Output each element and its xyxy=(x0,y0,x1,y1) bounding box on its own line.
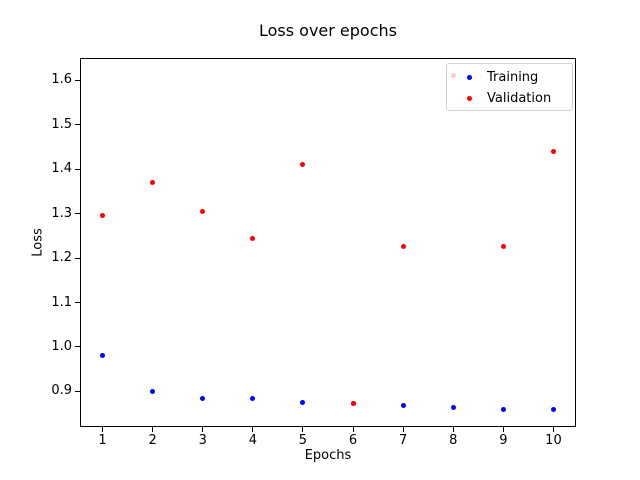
x-tick-mark xyxy=(102,427,104,432)
plot-area xyxy=(80,58,576,427)
y-tick-mark xyxy=(75,346,80,348)
data-point-training xyxy=(250,396,256,402)
x-tick-label: 8 xyxy=(449,433,458,448)
data-point-training xyxy=(400,402,406,408)
x-tick-mark xyxy=(202,427,204,432)
data-point-training xyxy=(550,406,556,412)
y-tick-mark xyxy=(75,257,80,259)
data-point-training xyxy=(150,388,156,394)
legend-item-training: Training xyxy=(447,67,572,88)
x-tick-label: 5 xyxy=(298,433,308,448)
y-tick-label: 1.5 xyxy=(51,116,72,132)
data-point-validation xyxy=(300,162,306,168)
x-tick-mark xyxy=(352,427,354,432)
x-tick-label: 4 xyxy=(248,433,257,448)
chart-title: Loss over epochs xyxy=(258,21,397,40)
data-point-validation xyxy=(500,244,506,250)
y-tick-label: 1.4 xyxy=(51,161,72,177)
y-tick-label: 1.3 xyxy=(51,205,72,221)
y-tick-mark xyxy=(75,302,80,304)
x-tick-mark xyxy=(452,427,454,432)
y-tick-label: 1.0 xyxy=(51,338,72,354)
data-point-validation xyxy=(400,244,406,250)
y-tick-mark xyxy=(75,168,80,170)
x-tick-mark xyxy=(302,427,304,432)
data-point-validation xyxy=(100,213,106,219)
data-point-validation xyxy=(250,235,256,241)
data-point-training xyxy=(100,353,106,359)
data-point-training xyxy=(450,405,456,411)
data-point-training xyxy=(200,396,206,402)
x-tick-label: 6 xyxy=(348,433,358,448)
x-tick-label: 3 xyxy=(198,433,207,448)
x-axis-label: Epochs xyxy=(304,448,352,463)
y-tick-label: 1.6 xyxy=(51,72,72,88)
x-tick-mark xyxy=(402,427,404,432)
x-tick-mark xyxy=(152,427,154,432)
x-tick-mark xyxy=(552,427,554,432)
x-tick-label: 2 xyxy=(148,433,157,448)
validation-marker-icon xyxy=(467,96,472,101)
y-tick-mark xyxy=(75,79,80,81)
data-point-training xyxy=(500,406,506,412)
data-point-validation xyxy=(200,208,206,214)
x-tick-mark xyxy=(502,427,504,432)
y-tick-mark xyxy=(75,390,80,392)
data-point-validation xyxy=(550,148,556,154)
legend-label-training: Training xyxy=(487,70,539,85)
x-tick-label: 7 xyxy=(399,433,408,448)
y-tick-mark xyxy=(75,124,80,126)
x-tick-label: 9 xyxy=(499,433,508,448)
data-point-validation xyxy=(350,400,356,406)
y-tick-mark xyxy=(75,213,80,215)
x-tick-label: 1 xyxy=(98,433,107,448)
training-marker-icon xyxy=(467,75,472,80)
data-point-validation xyxy=(150,179,156,185)
x-tick-mark xyxy=(252,427,254,432)
legend: Training Validation xyxy=(446,63,573,111)
x-tick-label: 10 xyxy=(545,433,562,448)
legend-item-validation: Validation xyxy=(447,88,572,109)
legend-label-validation: Validation xyxy=(487,91,552,106)
y-tick-label: 1.1 xyxy=(51,294,72,310)
y-tick-label: 1.2 xyxy=(51,250,72,266)
data-point-training xyxy=(300,400,306,406)
y-tick-label: 0.9 xyxy=(51,383,72,399)
